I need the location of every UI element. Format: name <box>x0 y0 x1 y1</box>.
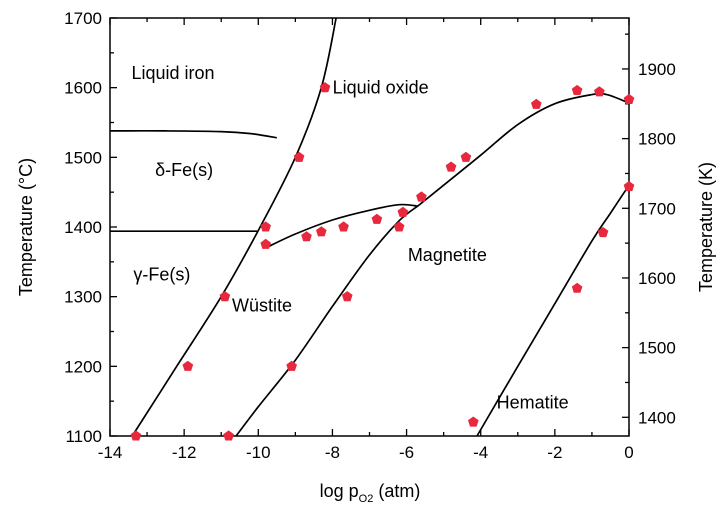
y-tick-label: 1300 <box>64 288 102 307</box>
data-point <box>623 181 635 192</box>
y2-axis-ticks: 1400 1500 1600 1700 1800 1900 <box>622 33 676 427</box>
data-point <box>571 282 583 293</box>
x-tick-label: 0 <box>624 443 633 462</box>
y2-tick-label: 1800 <box>638 130 676 149</box>
region-label-gamma-fe: γ-Fe(s) <box>133 264 190 284</box>
data-point <box>182 360 194 371</box>
y-tick-label: 1200 <box>64 357 102 376</box>
region-label-wustite: Wüstite <box>232 296 292 316</box>
y2-tick-label: 1400 <box>638 408 676 427</box>
region-label-delta-fe: δ-Fe(s) <box>155 160 213 180</box>
x-tick-label: -12 <box>172 443 197 462</box>
data-point <box>393 221 405 232</box>
wustite-upper-boundary <box>265 203 418 249</box>
y2-tick-label: 1900 <box>638 60 676 79</box>
y2-tick-label: 1700 <box>638 199 676 218</box>
data-point <box>571 84 583 95</box>
y-tick-label: 1400 <box>64 218 102 237</box>
region-label-hematite: Hematite <box>497 393 569 413</box>
data-point <box>341 291 353 302</box>
data-point <box>293 151 305 162</box>
magnetite-liquid-boundary <box>417 92 630 207</box>
x-tick-label: -8 <box>325 443 340 462</box>
x-axis-label-subscript: O2 <box>359 493 374 505</box>
y-tick-label: 1600 <box>64 79 102 98</box>
data-point <box>219 291 231 302</box>
y-tick-label: 1500 <box>64 148 102 167</box>
x-tick-label: -10 <box>246 443 271 462</box>
data-point <box>416 191 427 202</box>
data-point <box>397 206 409 217</box>
region-labels: Liquid iron Liquid oxide δ-Fe(s) γ-Fe(s) Wüs… <box>131 63 568 413</box>
x-tick-label: -14 <box>98 443 123 462</box>
x-tick-label: -6 <box>399 443 414 462</box>
x-axis-label-unit: (atm) <box>373 481 420 501</box>
data-point <box>223 430 234 441</box>
region-label-liquid-iron: Liquid iron <box>131 63 214 83</box>
region-label-magnetite: Magnetite <box>408 245 487 265</box>
data-point <box>338 221 349 232</box>
data-point <box>130 430 142 441</box>
x-axis-label-main: log p <box>320 481 359 501</box>
x-axis-label: log pO2 (atm) <box>320 481 421 505</box>
data-point <box>316 226 327 237</box>
data-point <box>594 86 605 97</box>
data-point <box>597 227 609 238</box>
wustite-magnetite-boundary <box>235 205 419 437</box>
data-point <box>260 221 271 232</box>
region-label-liquid-oxide: Liquid oxide <box>333 78 429 98</box>
data-point <box>445 161 457 172</box>
data-point <box>301 231 312 242</box>
data-point <box>260 238 271 249</box>
y-axis-label: Temperature (°C) <box>16 158 36 296</box>
data-point <box>319 82 331 93</box>
x-axis-ticks: -14 -12 -10 -8 -6 -4 -2 0 <box>98 18 634 462</box>
y2-tick-label: 1600 <box>638 269 676 288</box>
data-point <box>623 93 635 104</box>
delta-liquid-boundary <box>109 129 277 139</box>
data-point <box>371 213 383 224</box>
y2-tick-label: 1500 <box>638 339 676 358</box>
y-tick-label: 1100 <box>65 427 102 446</box>
data-points <box>130 82 635 441</box>
y-axis-ticks: 1100 1200 1300 1400 1500 1600 1700 <box>64 9 117 446</box>
y-tick-label: 1700 <box>64 9 102 28</box>
y2-axis-label: Temperature (K) <box>696 162 716 292</box>
data-point <box>460 151 472 162</box>
x-tick-label: -2 <box>547 443 562 462</box>
data-point <box>468 416 479 427</box>
data-point <box>531 98 542 109</box>
data-point <box>286 360 297 371</box>
magnetite-hematite-boundary <box>476 184 630 437</box>
x-tick-label: -4 <box>473 443 488 462</box>
